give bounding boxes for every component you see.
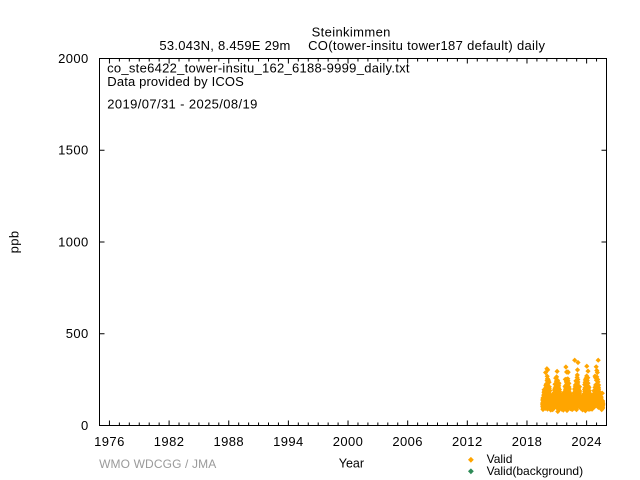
svg-text:co_ste6422_tower-insitu_162_61: co_ste6422_tower-insitu_162_6188-9999_da… (107, 60, 410, 75)
svg-text:2019/07/31 - 2025/08/19: 2019/07/31 - 2025/08/19 (107, 97, 257, 112)
svg-text:Steinkimmen: Steinkimmen (312, 24, 391, 39)
svg-text:2018: 2018 (512, 434, 543, 449)
svg-text:1500: 1500 (58, 143, 89, 158)
svg-text:1976: 1976 (94, 434, 125, 449)
svg-text:2024: 2024 (571, 434, 602, 449)
svg-text:WMO WDCGG / JMA: WMO WDCGG / JMA (99, 457, 216, 471)
svg-text:1988: 1988 (213, 434, 244, 449)
svg-text:500: 500 (66, 326, 89, 341)
svg-text:1982: 1982 (154, 434, 185, 449)
svg-text:2012: 2012 (452, 434, 483, 449)
svg-text:2000: 2000 (58, 51, 89, 66)
svg-text:2000: 2000 (333, 434, 364, 449)
svg-text:1000: 1000 (58, 234, 89, 249)
svg-text:1994: 1994 (273, 434, 304, 449)
svg-text:2006: 2006 (392, 434, 423, 449)
svg-text:CO(tower-insitu tower187 defau: CO(tower-insitu tower187 default) daily (308, 38, 545, 53)
svg-text:Year: Year (339, 456, 364, 470)
svg-text:53.043N, 8.459E 29m: 53.043N, 8.459E 29m (159, 38, 290, 53)
svg-text:Valid: Valid (487, 452, 513, 466)
svg-text:Valid(background): Valid(background) (487, 464, 584, 478)
svg-text:Data provided by ICOS: Data provided by ICOS (107, 74, 244, 89)
svg-text:ppb: ppb (7, 230, 22, 253)
svg-text:0: 0 (81, 418, 89, 433)
